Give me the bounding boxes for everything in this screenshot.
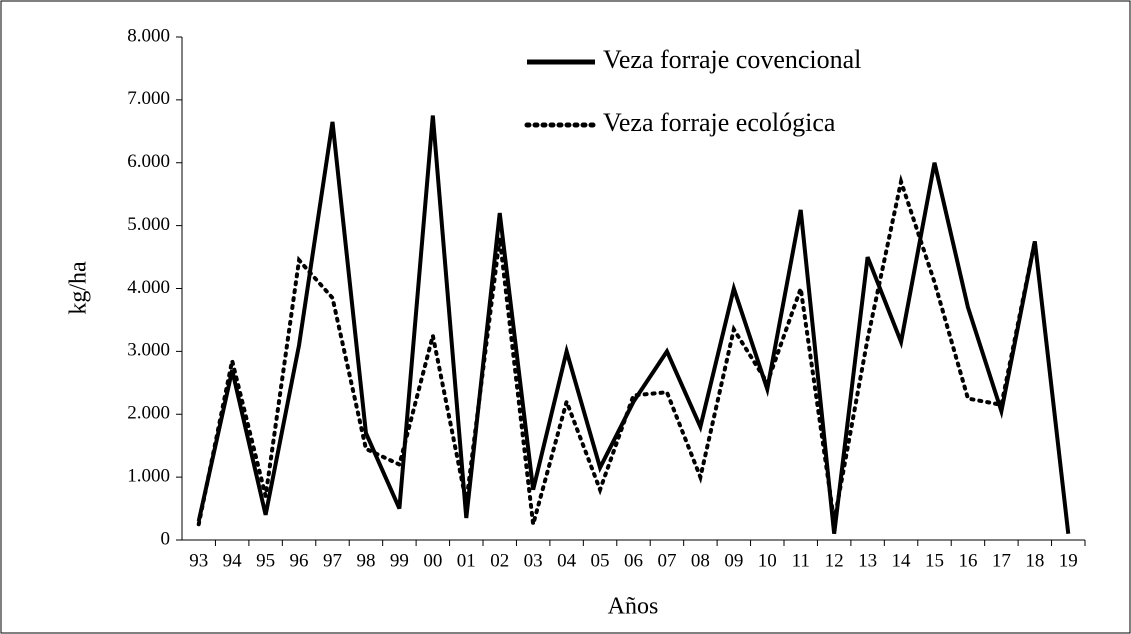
x-tick-label: 13 [858,550,877,571]
x-tick-label: 99 [390,550,409,571]
x-tick-label: 14 [892,550,912,571]
y-tick-label: 3.000 [127,340,170,361]
y-tick-label: 6.000 [127,151,170,172]
x-tick-label: 10 [758,550,777,571]
y-tick-label: 0 [161,528,171,549]
y-axis-label: kg/ha [66,261,92,315]
x-tick-label: 09 [724,550,743,571]
x-tick-label: 19 [1059,550,1078,571]
x-tick-label: 06 [624,550,643,571]
x-tick-label: 96 [290,550,309,571]
x-tick-label: 98 [356,550,375,571]
x-tick-label: 15 [925,550,944,571]
x-tick-label: 05 [591,550,610,571]
x-tick-label: 03 [524,550,543,571]
x-tick-label: 04 [557,550,577,571]
y-tick-label: 5.000 [127,214,170,235]
x-tick-label: 18 [1025,550,1044,571]
x-tick-label: 97 [323,550,342,571]
x-tick-label: 02 [490,550,509,571]
x-tick-label: 95 [256,550,275,571]
series-line [196,173,1037,527]
x-tick-label: 12 [825,550,844,571]
x-tick-label: 08 [691,550,710,571]
x-tick-label: 11 [792,550,810,571]
series-line [196,115,1071,534]
x-tick-label: 16 [958,550,977,571]
x-tick-label: 00 [423,550,442,571]
x-tick-label: 94 [223,550,243,571]
legend-label: Veza forraje covencional [603,45,861,74]
x-axis-label: Años [608,594,659,620]
y-tick-label: 1.000 [127,465,170,486]
y-tick-label: 7.000 [127,88,170,109]
x-tick-label: 07 [657,550,676,571]
x-tick-label: 01 [457,550,476,571]
x-tick-label: 17 [992,550,1011,571]
y-tick-label: 8.000 [127,25,170,46]
legend-label: Veza forraje ecológica [603,108,836,137]
x-tick-label: 93 [189,550,208,571]
y-tick-label: 2.000 [127,403,170,424]
y-tick-label: 4.000 [127,277,170,298]
